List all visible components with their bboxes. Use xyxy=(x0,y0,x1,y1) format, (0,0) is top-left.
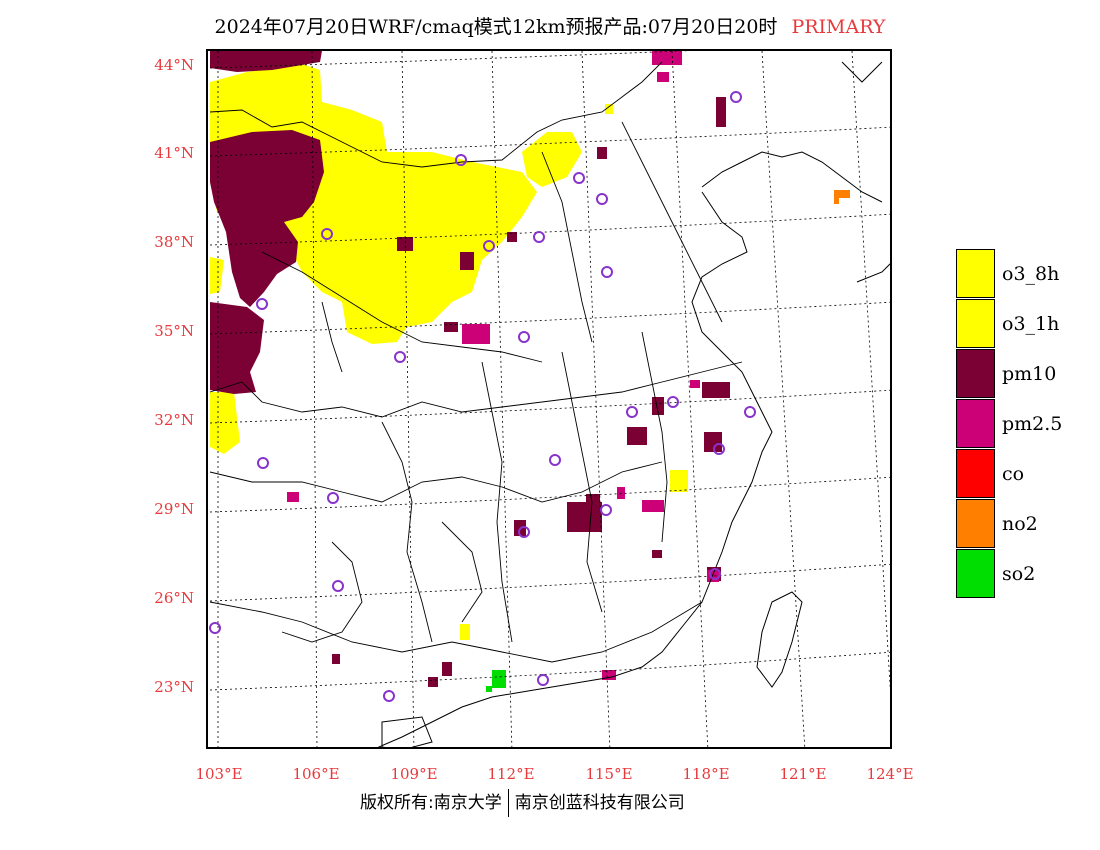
legend-label: pm2.5 xyxy=(1002,413,1063,435)
lat-label: 35°N xyxy=(154,322,194,340)
lat-label: 41°N xyxy=(154,144,194,162)
legend-label: no2 xyxy=(1002,513,1038,535)
title-tag: PRIMARY xyxy=(791,16,886,38)
lon-label: 106°E xyxy=(292,765,340,783)
pm10-region xyxy=(210,51,730,687)
map-panel xyxy=(206,49,892,749)
title-text: 2024年07月20日WRF/cmaq模式12km预报产品:07月20日20时 xyxy=(214,16,778,38)
legend-label: co xyxy=(1002,463,1025,485)
legend-label: so2 xyxy=(1002,563,1036,585)
lon-label: 115°E xyxy=(585,765,633,783)
legend-swatch xyxy=(956,349,995,398)
province-boundaries xyxy=(209,61,743,663)
legend-item-so2: so2 xyxy=(956,549,1100,599)
lon-label: 121°E xyxy=(779,765,827,783)
so2-region xyxy=(486,670,506,692)
coastline xyxy=(377,61,890,747)
graticule xyxy=(209,51,890,747)
credit-left: 版权所有:南京大学 xyxy=(360,793,502,813)
credit-right: 南京创蓝科技有限公司 xyxy=(514,793,685,813)
lon-label: 124°E xyxy=(866,765,914,783)
lon-label: 118°E xyxy=(682,765,730,783)
lat-label: 38°N xyxy=(154,233,194,251)
legend-swatch xyxy=(956,249,995,298)
lat-label: 23°N xyxy=(154,678,194,696)
lat-label: 44°N xyxy=(154,56,194,74)
legend-label: pm10 xyxy=(1002,363,1057,385)
legend-label: o3_8h xyxy=(1002,263,1060,285)
map-canvas xyxy=(209,51,890,747)
legend-item-no2: no2 xyxy=(956,499,1100,549)
legend-label: o3_1h xyxy=(1002,313,1060,335)
no2-region xyxy=(834,190,850,204)
lon-label: 103°E xyxy=(195,765,243,783)
city-markers xyxy=(209,91,756,702)
legend-swatch xyxy=(956,449,995,498)
lat-label: 26°N xyxy=(154,589,194,607)
map-title: 2024年07月20日WRF/cmaq模式12km预报产品:07月20日20时 P… xyxy=(0,12,1100,39)
legend-item-co: co xyxy=(956,449,1100,499)
credit-line: 版权所有:南京大学 南京创蓝科技有限公司 xyxy=(360,788,685,817)
legend-item-o3-8h: o3_8h xyxy=(956,249,1100,299)
legend-item-pm25: pm2.5 xyxy=(956,399,1100,449)
lat-label: 32°N xyxy=(154,411,194,429)
legend-swatch xyxy=(956,499,995,548)
legend-swatch xyxy=(956,549,995,598)
lon-label: 112°E xyxy=(487,765,535,783)
legend-swatch xyxy=(956,299,995,348)
credit-separator xyxy=(507,789,509,817)
legend-swatch xyxy=(956,399,995,448)
lon-label: 109°E xyxy=(390,765,438,783)
lat-label: 29°N xyxy=(154,500,194,518)
legend-item-pm10: pm10 xyxy=(956,349,1100,399)
legend-item-o3-1h: o3_1h xyxy=(956,299,1100,349)
